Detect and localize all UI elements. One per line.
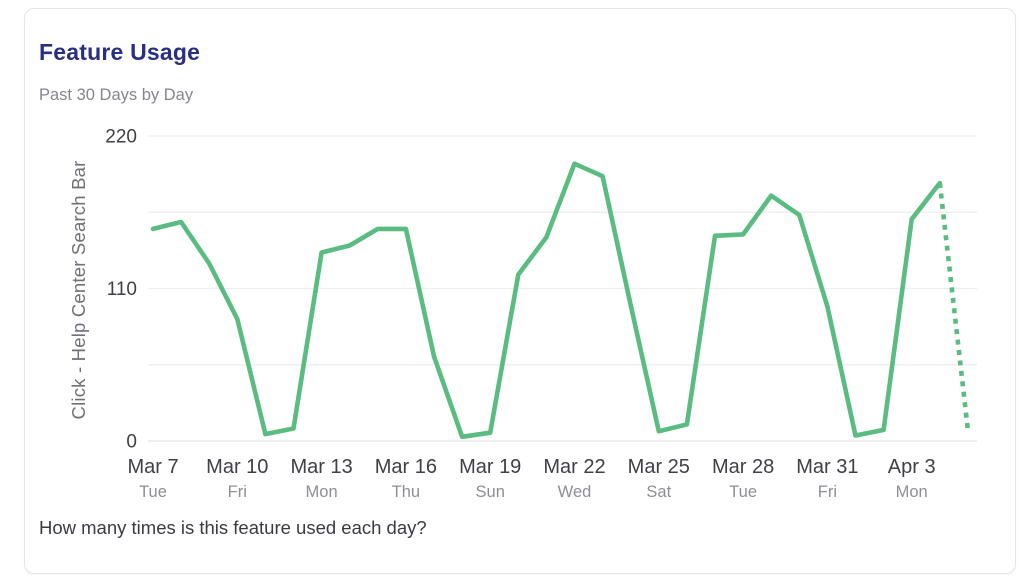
footer-question: How many times is this feature used each… (39, 517, 427, 538)
x-tick-date: Mar 10 (206, 456, 268, 478)
x-tick-labels: Mar 7 Tue Mar 10 Fri Mar 13 Mon Mar 16 Thu Mar 1… (127, 456, 935, 501)
x-tick-weekday: Sat (646, 483, 671, 501)
x-tick-date: Mar 13 (290, 456, 352, 478)
y-axis-title-text: Click - Help Center Search Bar (68, 160, 89, 420)
x-tick-weekday: Wed (558, 483, 592, 501)
x-tick-weekday: Mon (306, 483, 338, 501)
x-tick-weekday: Fri (818, 483, 837, 501)
x-tick-date: Mar 28 (712, 456, 774, 478)
x-tick-weekday: Sun (476, 483, 505, 501)
x-tick-date: Mar 22 (543, 456, 605, 478)
x-tick-date: Mar 31 (796, 456, 858, 478)
y-tick-label: 0 (126, 432, 137, 453)
card-subtitle: Past 30 Days by Day (39, 86, 194, 104)
x-tick-weekday: Thu (392, 483, 420, 501)
x-tick-date: Apr 3 (888, 456, 936, 478)
x-tick-weekday: Fri (228, 483, 247, 501)
x-tick-weekday: Tue (139, 483, 167, 501)
x-tick-date: Mar 25 (628, 456, 690, 478)
y-tick-label: 220 (105, 127, 137, 148)
x-tick-weekday: Mon (896, 483, 928, 501)
chart-plot-area[interactable] (149, 137, 978, 442)
x-tick-date: Mar 16 (375, 456, 437, 478)
x-tick-weekday: Tue (729, 483, 757, 501)
page-title: Feature Usage (39, 39, 201, 65)
feature-usage-card: Feature Usage Past 30 Days by Day 0 110 22… (24, 8, 1016, 574)
x-tick-date: Mar 7 (127, 456, 178, 478)
y-tick-labels: 0 110 220 (105, 127, 137, 453)
y-tick-label: 110 (107, 279, 137, 300)
x-tick-date: Mar 19 (459, 456, 521, 478)
